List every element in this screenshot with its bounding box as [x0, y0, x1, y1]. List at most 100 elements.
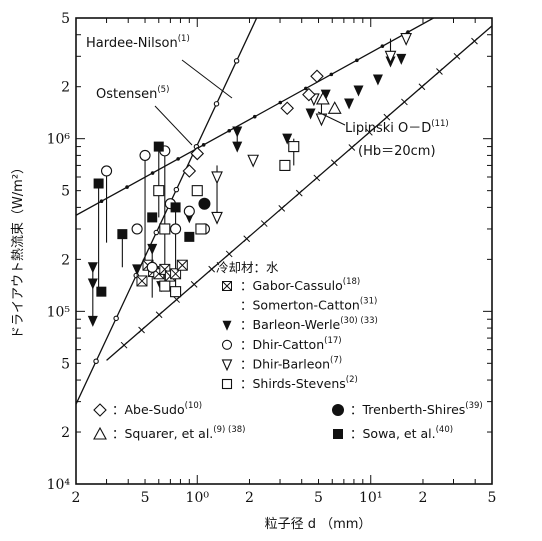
line-marker [93, 358, 99, 365]
leader-line [317, 111, 346, 126]
line-marker [173, 186, 180, 193]
legend-entry: ：Sowa, et al.(40) [350, 425, 453, 441]
line-marker [401, 98, 408, 106]
data-point [153, 185, 165, 197]
line-marker [125, 185, 129, 189]
data-point [147, 212, 158, 223]
data-point [310, 69, 324, 84]
y-axis-label: ドライアウト熱流束（W/m²） [11, 161, 26, 339]
data-point [131, 223, 143, 235]
data-point [87, 315, 98, 327]
data-point [139, 149, 151, 161]
plot-frame [75, 17, 493, 485]
line-marker [227, 128, 232, 133]
line-marker [380, 44, 385, 48]
legend-marker [332, 404, 344, 416]
data-point [93, 178, 104, 189]
data-point [87, 278, 98, 290]
data-points [87, 33, 413, 327]
data-point [288, 141, 300, 153]
y-tick-label: 2 [61, 425, 70, 441]
line-marker [330, 159, 338, 167]
leader-line [181, 59, 233, 99]
legend-marker [333, 429, 343, 439]
y-tick-label: 10⁵ [47, 304, 71, 320]
x-tick-label: 5 [141, 490, 150, 506]
data-point [232, 141, 243, 153]
x-tick-label: 2 [72, 490, 81, 506]
line-marker [295, 189, 303, 197]
line-marker [233, 58, 240, 64]
line-marker [304, 86, 308, 91]
y-tick-label: 2 [61, 80, 70, 96]
line-marker [138, 326, 145, 334]
y-tick-label: 2 [61, 252, 70, 268]
legend-entry: ：Gabor-Cassulo(18) [240, 277, 360, 293]
data-point [136, 275, 148, 287]
series-shirds-stevens [153, 141, 300, 298]
data-point [96, 286, 107, 297]
x-tick-label: 10¹ [359, 490, 382, 506]
line-marker [453, 52, 461, 60]
data-point [117, 229, 128, 240]
data-point [232, 126, 243, 138]
legend-entry: ：Dhir-Catton(17) [240, 336, 342, 352]
data-point [279, 159, 291, 171]
data-point [147, 243, 158, 255]
line-marker [418, 83, 426, 91]
data-point [190, 146, 205, 161]
data-point [211, 171, 223, 185]
data-point [183, 205, 195, 217]
legend-entry: ：Abe-Sudo(10) [112, 401, 202, 417]
x-tick-label: 5 [314, 490, 323, 506]
x-tick-label: 5 [488, 490, 497, 506]
line-marker [113, 315, 119, 322]
data-point [315, 91, 330, 105]
x-tick-label: 2 [419, 490, 428, 506]
line-marker [173, 296, 180, 303]
line-marker [278, 100, 283, 105]
x-tick-label: 10⁰ [186, 490, 210, 506]
data-point [170, 223, 182, 235]
line-hardee-nilson [76, 18, 258, 405]
line-marker [278, 204, 286, 212]
data-point [176, 259, 188, 271]
data-point [170, 202, 181, 213]
legend-marker [221, 378, 233, 390]
line-marker [176, 157, 180, 161]
annotation-ostensen: Ostensen(5) [96, 85, 169, 102]
annotations: Hardee-Nilson(1) Ostensen(5) Lipinski O－D(… [86, 34, 449, 159]
series-dhir-catton [100, 145, 210, 273]
data-point [182, 164, 197, 178]
data-point [353, 85, 364, 97]
data-point [146, 261, 158, 273]
legend-marker [93, 403, 107, 417]
data-point [344, 98, 355, 110]
line-marker [348, 144, 356, 151]
data-point [159, 280, 171, 292]
line-marker [383, 113, 391, 121]
data-point [384, 50, 397, 64]
y-tick-label: 10⁶ [47, 132, 71, 148]
legend-entry: ：Somerton-Catton(31) [240, 297, 377, 313]
data-point [87, 262, 98, 274]
y-tick-label: 5 [61, 11, 70, 27]
line-marker [208, 265, 216, 273]
legend-coolant-label: 冷却材：水 [216, 260, 279, 275]
data-point [282, 133, 293, 145]
data-point [184, 231, 195, 242]
legend-marker [221, 339, 233, 350]
line-marker [120, 341, 128, 349]
data-point [195, 223, 207, 235]
legend-entry: ：Barleon-Werle(30) (33) [240, 316, 378, 332]
y-tick-label: 10⁴ [47, 477, 71, 493]
line-marker [313, 174, 321, 182]
line-marker [406, 30, 410, 34]
data-point [305, 108, 316, 120]
legend-marker [221, 359, 233, 372]
line-marker [190, 281, 198, 288]
legend-marker [222, 281, 232, 291]
data-point [191, 185, 203, 197]
